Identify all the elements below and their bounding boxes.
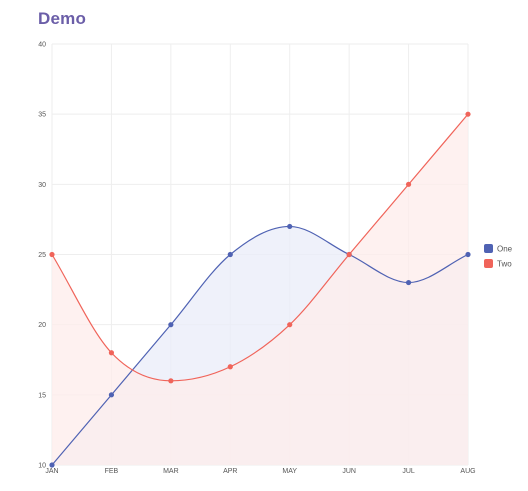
x-tick-label: APR <box>223 468 237 475</box>
chart-title: Demo <box>38 9 87 28</box>
data-point-one <box>108 392 115 398</box>
y-tick-label: 30 <box>38 182 46 189</box>
data-point-two <box>287 322 293 328</box>
data-point-one <box>465 251 471 258</box>
x-tick-label: FEB <box>105 468 119 475</box>
data-point-two <box>227 364 233 370</box>
legend-label-two: Two <box>497 260 512 269</box>
legend-swatch-one <box>484 244 493 253</box>
series-line-one <box>51 225 469 466</box>
data-point-one <box>227 251 233 258</box>
data-point-two <box>168 378 174 384</box>
data-point-two <box>346 251 352 258</box>
y-tick-label: 15 <box>38 392 46 399</box>
y-tick-label: 20 <box>38 322 46 329</box>
series-area-two <box>52 114 468 466</box>
data-point-one <box>49 462 55 468</box>
data-point-one <box>405 279 412 286</box>
x-tick-label: MAY <box>282 468 297 475</box>
x-tick-label: JUL <box>402 468 415 475</box>
y-tick-label: 10 <box>38 463 46 470</box>
x-tick-label: JAN <box>45 468 58 475</box>
x-tick-label: AUG <box>460 468 475 475</box>
data-point-one <box>287 223 293 230</box>
data-point-two <box>108 350 115 356</box>
y-tick-label: 40 <box>38 42 46 49</box>
legend-swatch-two <box>484 259 493 268</box>
y-tick-label: 25 <box>38 252 46 259</box>
data-point-two <box>49 251 55 258</box>
x-tick-label: MAR <box>163 468 179 475</box>
data-point-one <box>168 322 174 328</box>
data-point-two <box>465 111 471 117</box>
legend-label-one: One <box>497 245 513 254</box>
x-tick-label: JUN <box>342 468 356 475</box>
data-point-two <box>405 181 412 187</box>
y-tick-label: 35 <box>38 112 46 119</box>
